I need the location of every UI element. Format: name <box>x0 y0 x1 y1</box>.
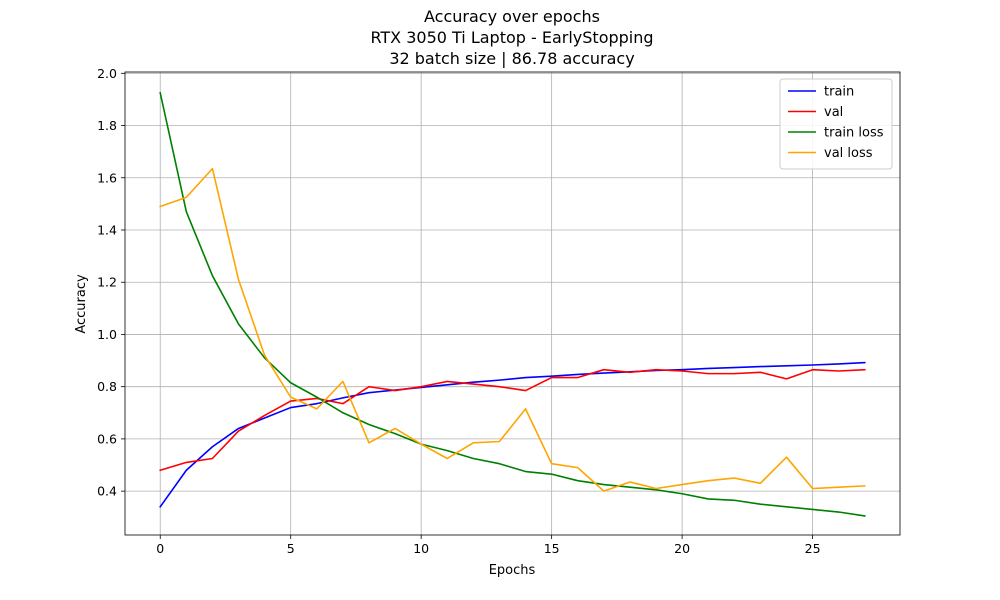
x-tick-label: 5 <box>287 541 295 556</box>
legend-box <box>779 78 893 170</box>
y-tick-label: 1.0 <box>97 327 117 342</box>
y-tick-label: 1.2 <box>97 275 117 290</box>
y-axis-label: Accuracy <box>74 274 89 334</box>
x-tick-label: 0 <box>156 541 164 556</box>
plot-area-frame <box>124 71 901 536</box>
x-tick-label: 10 <box>413 541 429 556</box>
legend: train val train loss val loss <box>779 78 893 170</box>
series-line-val-loss <box>159 167 866 492</box>
y-tick-label: 1.4 <box>97 222 117 237</box>
y-tick-label: 2.0 <box>97 66 117 81</box>
x-tick-label: 15 <box>544 541 560 556</box>
chart-title-line-3: 32 batch size | 86.78 accuracy <box>389 49 634 68</box>
axis-ticks: 0 5 10 15 20 25 0.4 0.6 0.8 1.0 1.2 1.4 1.6 1.8 2.0 <box>97 66 820 556</box>
x-axis-label: Epochs <box>489 563 536 578</box>
series-lines <box>159 91 866 517</box>
y-tick-label: 0.6 <box>97 431 117 446</box>
series-line-val <box>159 368 866 472</box>
chart-title-line-1: Accuracy over epochs <box>424 7 600 26</box>
y-tick-label: 0.4 <box>97 484 117 499</box>
legend-label: train loss <box>824 126 884 141</box>
y-tick-label: 1.6 <box>97 170 117 185</box>
legend-label: val loss <box>824 146 873 161</box>
y-tick-label: 1.8 <box>97 118 117 133</box>
chart-title-line-2: RTX 3050 Ti Laptop - EarlyStopping <box>370 28 653 47</box>
x-tick-label: 20 <box>674 541 690 556</box>
grid <box>125 72 900 535</box>
series-line-train-loss <box>159 91 866 517</box>
y-tick-label: 0.8 <box>97 379 117 394</box>
series-line-train <box>159 361 866 508</box>
legend-label: val <box>824 105 843 120</box>
legend-label: train <box>824 85 854 100</box>
x-tick-label: 25 <box>805 541 821 556</box>
